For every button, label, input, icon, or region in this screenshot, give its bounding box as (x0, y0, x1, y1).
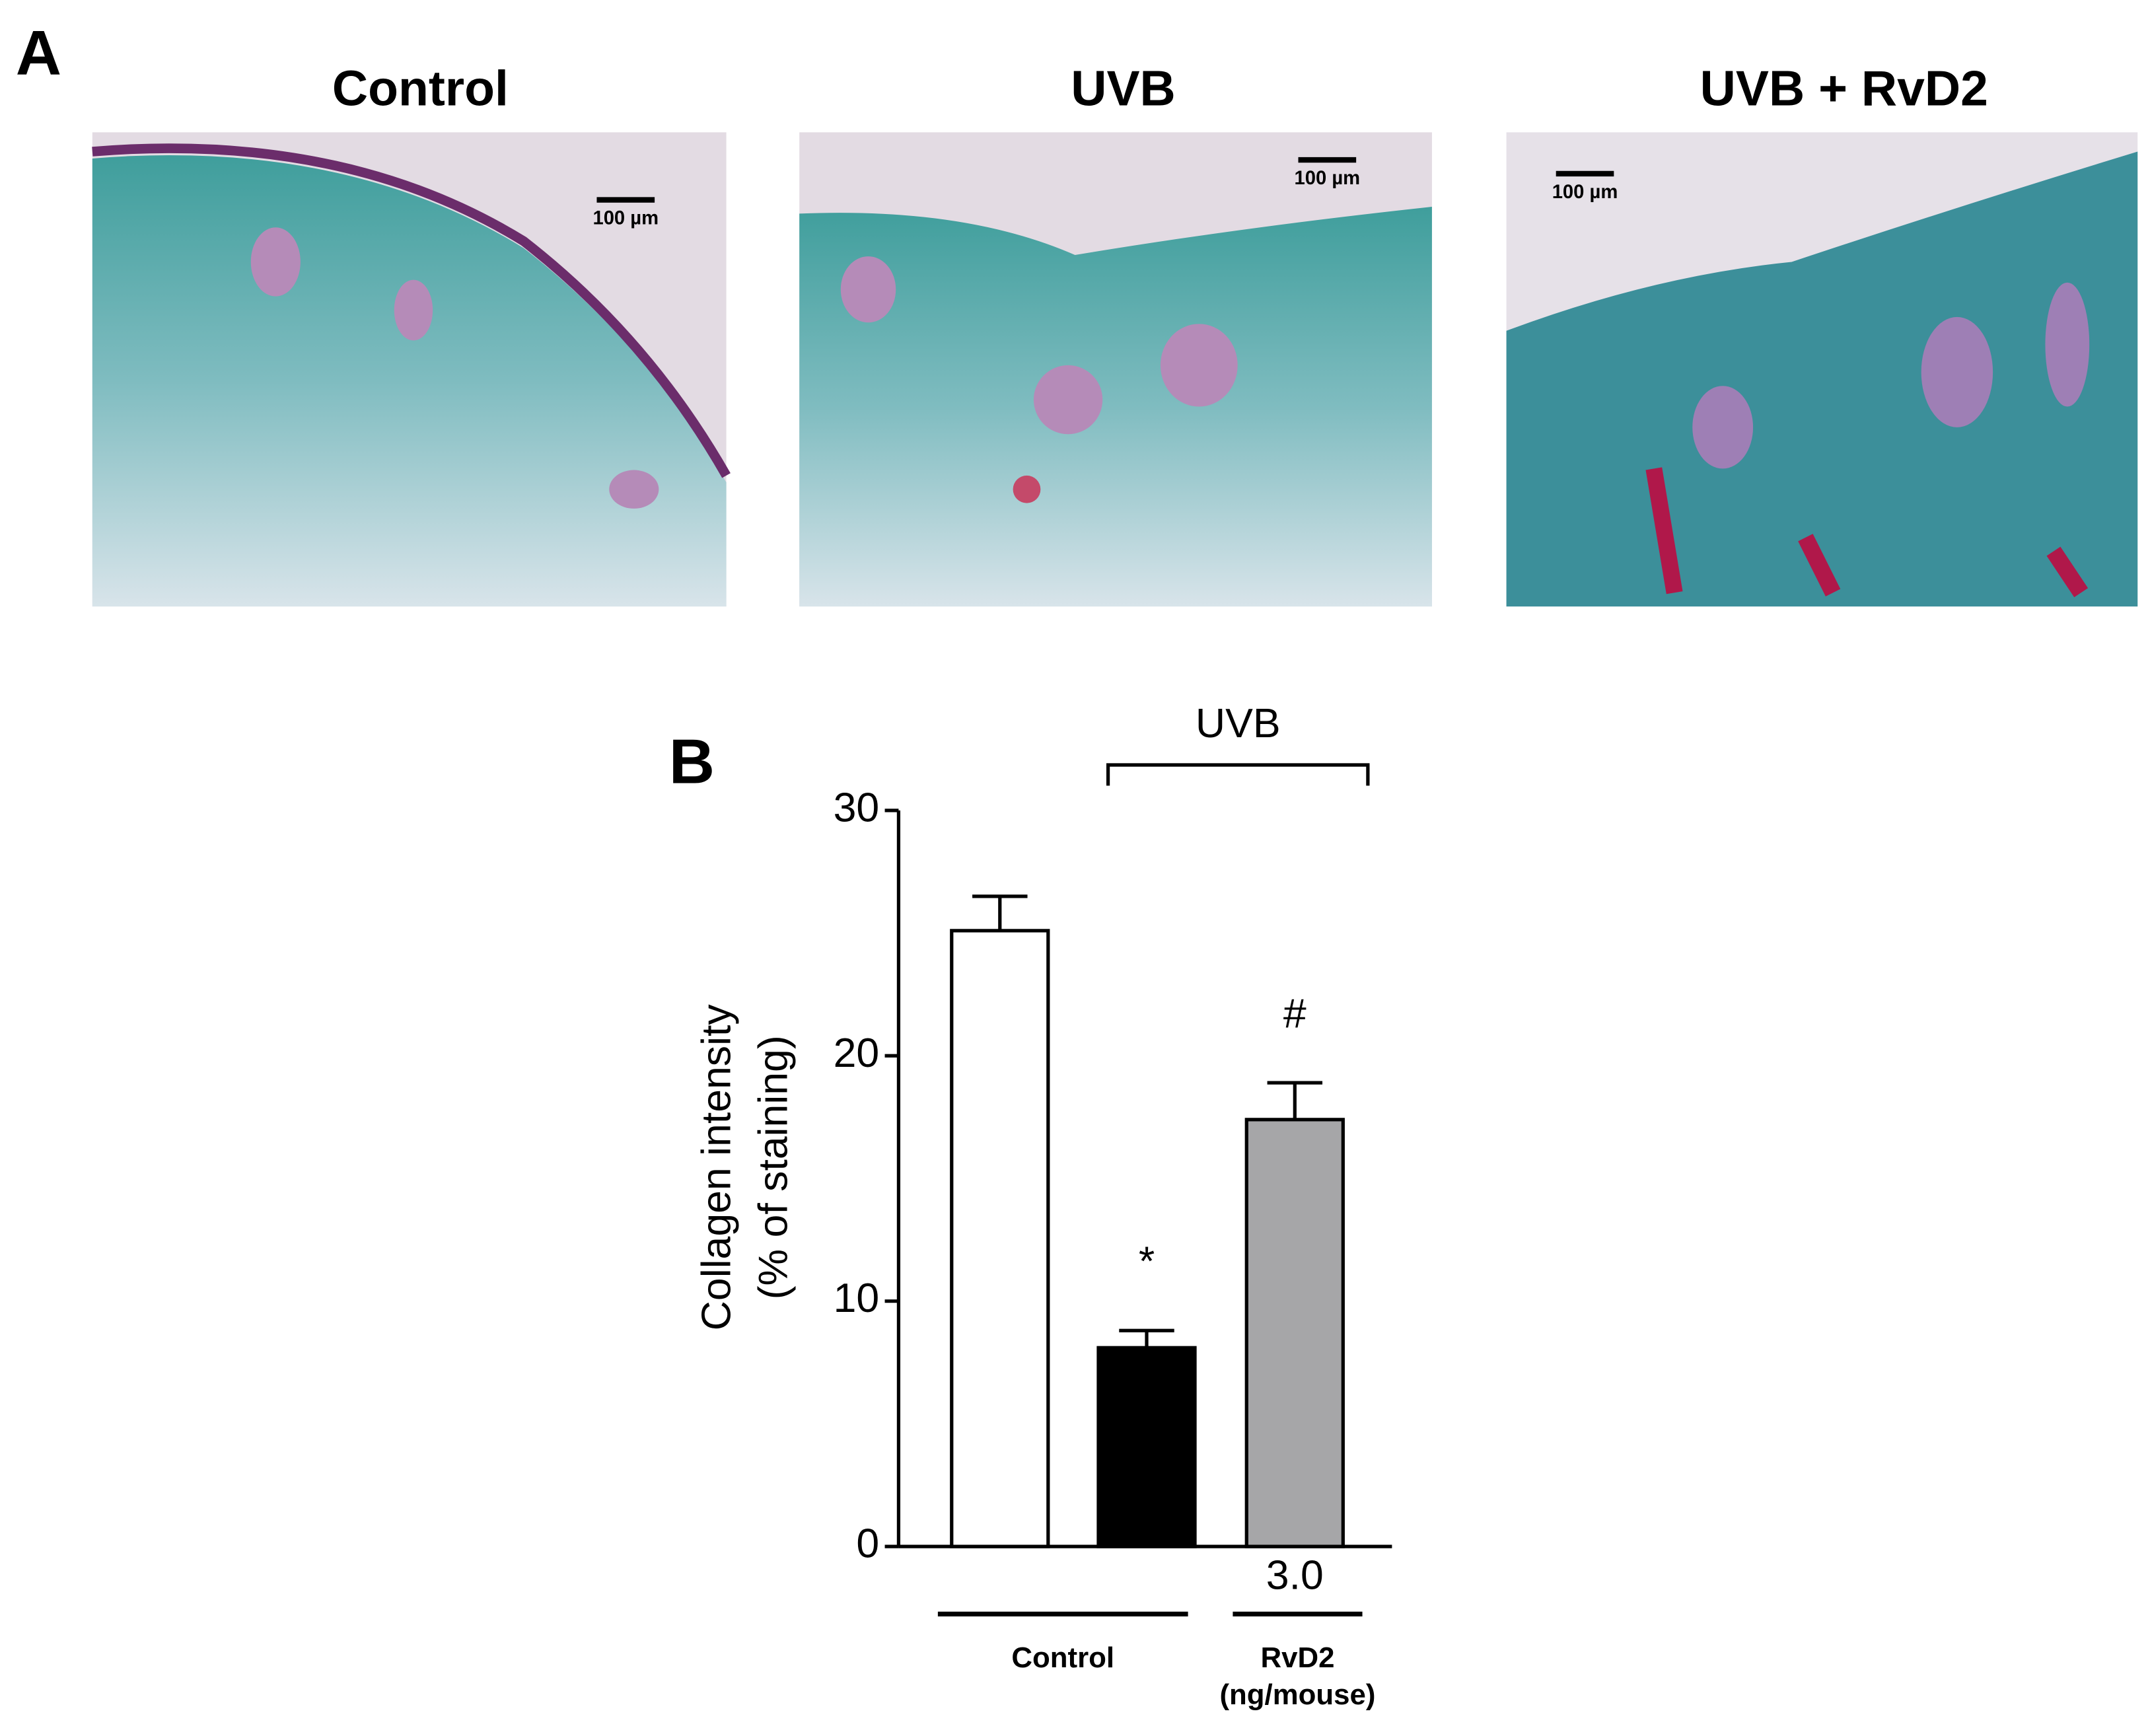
y-tick-label: 10 (834, 1275, 880, 1321)
bracket-label: UVB (1196, 700, 1281, 746)
group-label: Control (1011, 1642, 1114, 1674)
y-tick-label: 0 (856, 1521, 879, 1567)
y-tick-label: 20 (834, 1030, 880, 1076)
significance-marker: * (1139, 1239, 1155, 1285)
panel-label: A (16, 18, 61, 89)
y-axis-label: (% of staining) (750, 1035, 796, 1299)
y-axis-label: Collagen intensity (694, 1004, 740, 1331)
bar (1096, 1346, 1197, 1548)
y-tick-label: 30 (834, 784, 880, 830)
image-title: UVB (1071, 61, 1176, 116)
x-tick-label: 3.0 (1266, 1552, 1324, 1599)
micrograph (799, 132, 1432, 607)
micrograph (1506, 132, 2138, 607)
bar (950, 929, 1050, 1548)
group-label: RvD2 (1260, 1642, 1334, 1674)
image-title: Control (332, 61, 509, 116)
micrograph (92, 132, 731, 607)
significance-marker: # (1283, 991, 1307, 1037)
scale-bar-label: 100 µm (1552, 182, 1618, 203)
panel-label: B (669, 726, 715, 797)
image-title: UVB + RvD2 (1700, 61, 1988, 116)
bracket (1106, 763, 1370, 786)
bar (1244, 1118, 1345, 1548)
scale-bar-label: 100 µm (592, 207, 659, 229)
group-label: (ng/mouse) (1219, 1679, 1375, 1711)
scale-bar-label: 100 µm (1295, 168, 1361, 189)
